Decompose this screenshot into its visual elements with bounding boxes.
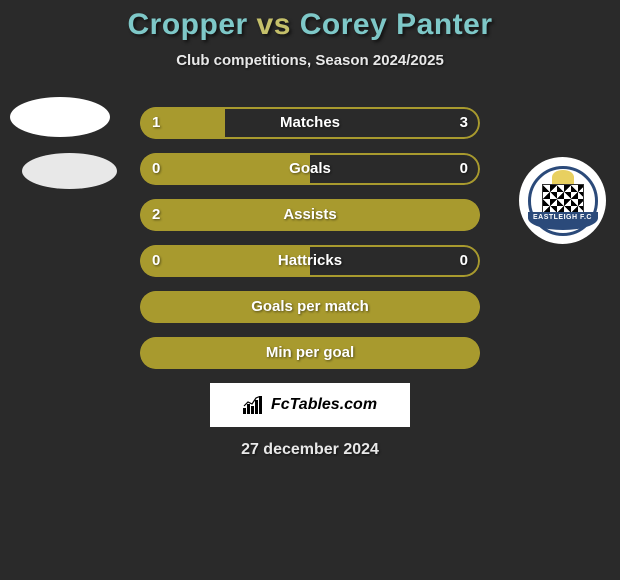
player1-badge-placeholder xyxy=(10,97,110,137)
crest-icon xyxy=(552,170,574,184)
stat-bar: Goals per match xyxy=(140,291,480,323)
site-logo-icon xyxy=(243,396,265,414)
stat-bar: Min per goal xyxy=(140,337,480,369)
player2-name: Corey Panter xyxy=(300,8,493,41)
date-text: 27 december 2024 xyxy=(0,441,620,459)
bar-label: Goals xyxy=(140,153,480,185)
player2-club-badge: EASTLEIGH F.C xyxy=(519,157,606,244)
bar-value-right: 0 xyxy=(460,245,468,277)
stat-bar: 0Hattricks0 xyxy=(140,245,480,277)
infographic-container: Cropper vs Corey Panter Club competition… xyxy=(0,0,620,459)
stat-bar: 1Matches3 xyxy=(140,107,480,139)
stats-area: EASTLEIGH F.C 1Matches30Goals02Assists0H… xyxy=(0,107,620,369)
comparison-title: Cropper vs Corey Panter xyxy=(0,8,620,42)
crest-shield xyxy=(542,184,584,214)
bar-label: Min per goal xyxy=(140,337,480,369)
bar-label: Goals per match xyxy=(140,291,480,323)
bar-label: Hattricks xyxy=(140,245,480,277)
player1-badge-placeholder-2 xyxy=(22,153,117,189)
player1-name: Cropper xyxy=(128,8,248,41)
site-logo-text: FcTables.com xyxy=(271,396,377,414)
club-crest: EASTLEIGH F.C xyxy=(528,166,598,236)
crest-club-name: EASTLEIGH F.C xyxy=(528,212,598,230)
stat-bar: 2Assists xyxy=(140,199,480,231)
bar-value-right: 3 xyxy=(460,107,468,139)
subtitle: Club competitions, Season 2024/2025 xyxy=(0,52,620,69)
stat-bars: 1Matches30Goals02Assists0Hattricks0Goals… xyxy=(140,107,480,369)
bar-value-right: 0 xyxy=(460,153,468,185)
bar-label: Assists xyxy=(140,199,480,231)
bar-label: Matches xyxy=(140,107,480,139)
vs-text: vs xyxy=(257,8,291,41)
stat-bar: 0Goals0 xyxy=(140,153,480,185)
site-logo-box: FcTables.com xyxy=(210,383,410,427)
